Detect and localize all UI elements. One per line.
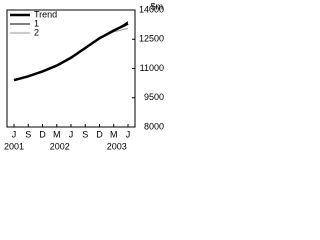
series-line	[13, 21, 129, 80]
y-tick-label: 8000	[144, 121, 164, 131]
x-tick-label: S	[25, 129, 31, 139]
x-tick-label: J	[69, 129, 74, 139]
year-label: 2001	[4, 141, 24, 151]
year-label: 2003	[107, 141, 127, 151]
x-tick-label: D	[96, 129, 103, 139]
series-line	[13, 22, 129, 82]
x-tick-label: D	[39, 129, 46, 139]
x-tick-label: S	[82, 129, 88, 139]
y-tick-label: 11000	[140, 63, 164, 73]
y-axis-label: $m	[150, 1, 163, 11]
x-tick-label: J	[12, 129, 17, 139]
x-tick-label: J	[126, 129, 131, 139]
legend-label: 2	[34, 27, 39, 37]
series-line	[13, 28, 129, 82]
y-tick-label: 14000	[139, 4, 164, 14]
y-tick-label: 12500	[139, 34, 164, 44]
x-tick-label: M	[53, 129, 61, 139]
plot-frame	[6, 9, 136, 128]
x-tick-label: M	[110, 129, 118, 139]
legend-label: Trend	[34, 9, 57, 19]
y-tick-label: 9500	[144, 92, 164, 102]
legend-label: 1	[34, 18, 39, 28]
year-label: 2002	[50, 141, 70, 151]
